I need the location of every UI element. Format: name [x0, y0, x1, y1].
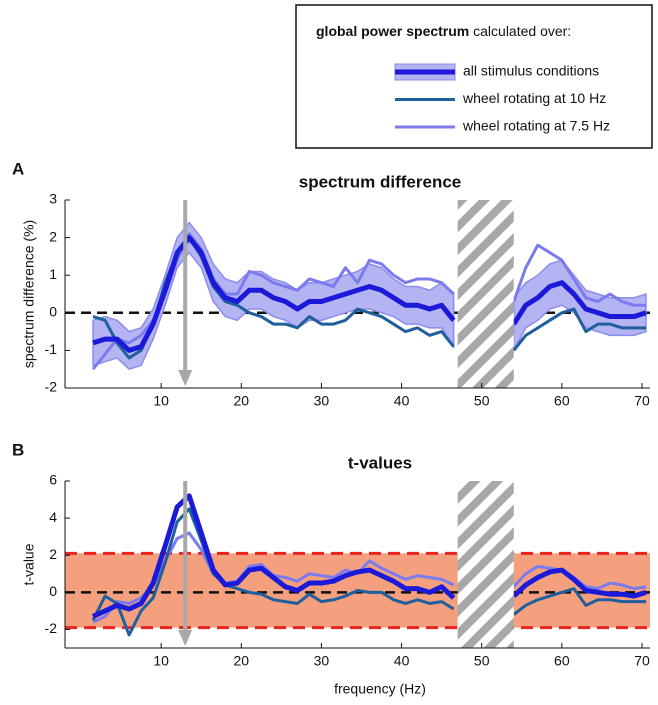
- x-tick-label: 50: [474, 393, 490, 409]
- y-axis-label: t-value: [21, 543, 37, 585]
- x-tick-label: 50: [474, 653, 490, 669]
- series-line: [91, 507, 646, 637]
- y-tick-label: 0: [49, 304, 57, 320]
- x-axis-label: frequency (Hz): [334, 681, 426, 697]
- x-tick-label: 30: [314, 653, 330, 669]
- x-tick-label: 10: [153, 393, 169, 409]
- x-tick-label: 70: [634, 393, 650, 409]
- y-tick-label: -2: [45, 620, 58, 636]
- y-axis-label: spectrum difference (%): [21, 220, 37, 368]
- series-line: [92, 235, 647, 353]
- y-tick-label: 1: [49, 266, 57, 282]
- excluded-range: [457, 481, 514, 648]
- x-tick-label: 20: [234, 393, 250, 409]
- panel-label: B: [12, 440, 24, 459]
- y-tick-label: -1: [45, 341, 58, 357]
- legend-title-bold: global power spectrum: [316, 23, 469, 39]
- x-tick-label: 60: [554, 653, 570, 669]
- y-tick-label: 6: [49, 472, 57, 488]
- legend-title: global power spectrum calculated over:: [316, 23, 571, 39]
- excluded-range: [457, 200, 514, 388]
- y-tick-label: 2: [49, 546, 57, 562]
- arrow-head: [178, 370, 193, 386]
- x-tick-label: 40: [394, 653, 410, 669]
- x-tick-label: 60: [554, 393, 570, 409]
- legend-label: wheel rotating at 7.5 Hz: [462, 118, 610, 134]
- legend: global power spectrum calculated over:: [295, 4, 653, 149]
- arrow-head: [178, 630, 193, 646]
- y-tick-label: 3: [49, 191, 57, 207]
- y-tick-label: 0: [49, 583, 57, 599]
- x-tick-label: 10: [153, 653, 169, 669]
- x-tick-label: 20: [234, 653, 250, 669]
- panel-label: A: [12, 159, 24, 178]
- x-tick-label: 30: [314, 393, 330, 409]
- series-line: [91, 493, 647, 619]
- chart-title: spectrum difference: [299, 172, 462, 191]
- legend-box: [295, 4, 653, 149]
- x-tick-label: 70: [634, 653, 650, 669]
- legend-title-rest: calculated over:: [473, 23, 571, 39]
- x-tick-label: 40: [394, 393, 410, 409]
- y-tick-label: -2: [45, 379, 58, 395]
- y-tick-label: 2: [49, 228, 57, 244]
- legend-label: all stimulus conditions: [463, 63, 599, 79]
- chart-title: t-values: [348, 453, 412, 472]
- legend-label: wheel rotating at 10 Hz: [462, 90, 606, 106]
- y-tick-label: 4: [49, 509, 57, 525]
